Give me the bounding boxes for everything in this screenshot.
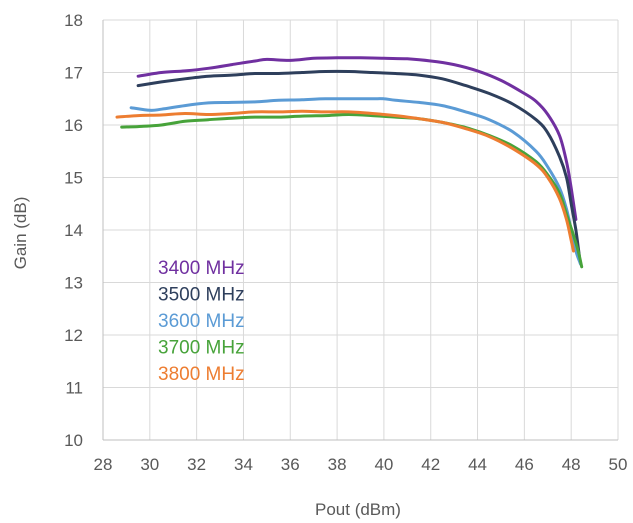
legend-label-3800-mhz: 3800 MHz	[158, 364, 245, 385]
x-tick-label: 42	[421, 455, 440, 474]
y-tick-label: 14	[64, 221, 83, 240]
x-tick-label: 50	[609, 455, 628, 474]
series-line-3700-mhz	[120, 113, 584, 269]
x-tick-label: 44	[468, 455, 487, 474]
series-line-3400-mhz	[136, 56, 578, 221]
legend-label-3600-mhz: 3600 MHz	[158, 311, 245, 332]
x-tick-label: 32	[187, 455, 206, 474]
legend-label-3500-mhz: 3500 MHz	[158, 285, 245, 306]
series-lines	[115, 56, 584, 269]
series-line-3800-mhz	[115, 109, 575, 253]
x-tick-label: 46	[515, 455, 534, 474]
x-tick-label: 40	[374, 455, 393, 474]
y-tick-label: 10	[64, 431, 83, 450]
y-tick-label: 15	[64, 169, 83, 188]
x-tick-label: 30	[140, 455, 159, 474]
legend: 3400 MHz 3500 MHz 3600 MHz 3700 MHz 3800 MHz	[158, 258, 245, 385]
series-line-3500-mhz	[136, 69, 581, 258]
x-tick-label: 34	[234, 455, 253, 474]
y-tick-label: 13	[64, 274, 83, 293]
y-axis-label: Gain (dB)	[11, 197, 30, 270]
x-tick-label: 48	[562, 455, 581, 474]
tick-labels: 28 30 32 34 36 38 40 42 44 46 48 50 10 11 12 13 14 15 16 17…	[64, 11, 627, 474]
y-tick-label: 11	[65, 379, 83, 398]
y-tick-label: 17	[64, 64, 83, 83]
y-tick-label: 12	[64, 326, 83, 345]
x-tick-label: 38	[328, 455, 347, 474]
series-line-3600-mhz	[129, 97, 582, 266]
y-tick-label: 16	[64, 116, 83, 135]
x-tick-label: 36	[281, 455, 300, 474]
legend-label-3700-mhz: 3700 MHz	[158, 338, 245, 359]
axes	[102, 20, 618, 441]
x-tick-label: 28	[94, 455, 113, 474]
y-tick-label: 18	[64, 11, 83, 30]
legend-label-3400-mhz: 3400 MHz	[158, 258, 245, 279]
x-axis-label: Pout (dBm)	[315, 500, 401, 519]
